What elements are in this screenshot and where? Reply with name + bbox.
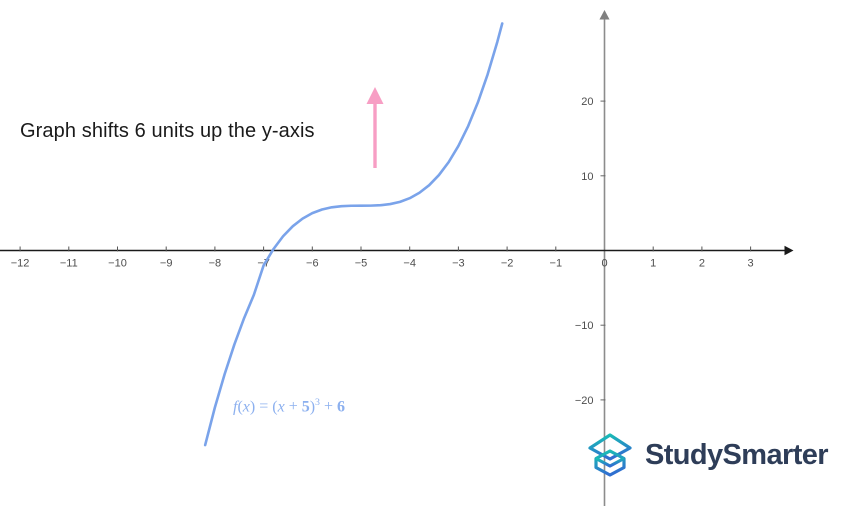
formula-plus-inner: + [288, 398, 298, 416]
formula-paren-close: ) [249, 398, 256, 416]
x-tick-label: −3 [452, 258, 465, 270]
y-tick-label: −10 [575, 320, 594, 332]
x-tick-label: −4 [403, 258, 416, 270]
formula-outer-constant: 6 [337, 398, 346, 416]
function-curve [203, 22, 504, 447]
formula-body-open: ( [272, 398, 278, 416]
x-tick-label: −1 [550, 258, 563, 270]
x-axis-ticks: −12 −11 −10 −9 −8 −7 −6 −5 −4 −3 −2 −1 0 1 2 3 [11, 246, 754, 270]
formula-equals: = [259, 398, 269, 416]
formula-inner-constant: 5 [301, 398, 310, 416]
formula-body-close: ) [309, 398, 316, 416]
y-tick-label: 10 [581, 171, 593, 183]
shift-annotation-label: Graph shifts 6 units up the y-axis [20, 120, 315, 142]
x-tick-label: −10 [108, 258, 127, 270]
studysmarter-box-icon [588, 433, 632, 477]
x-tick-label: −2 [501, 258, 514, 270]
up-arrow-icon [366, 87, 384, 168]
x-tick-label: 1 [650, 258, 656, 270]
x-tick-label: −6 [306, 258, 319, 270]
formula-variable: x [242, 398, 250, 416]
studysmarter-logo: StudySmarter [586, 432, 829, 478]
y-tick-label: −20 [575, 395, 594, 407]
x-tick-label: −9 [160, 258, 173, 270]
formula-exponent: 3 [315, 397, 320, 408]
x-tick-label: −8 [209, 258, 222, 270]
x-tick-label: −11 [60, 258, 78, 270]
x-tick-label: 2 [699, 258, 705, 270]
y-tick-label: 20 [581, 96, 593, 108]
formula-paren-open: ( [237, 398, 243, 416]
x-tick-label: −5 [355, 258, 368, 270]
x-tick-label: 0 [601, 258, 607, 270]
x-tick-label: 3 [748, 258, 754, 270]
formula-fn: f [233, 398, 238, 416]
formula-plus-outer: + [324, 398, 334, 416]
formula-body-variable: x [277, 398, 285, 416]
function-formula-label: f(x) = (x +5)3 +6 [233, 397, 345, 416]
brand-name-label: StudySmarter [645, 438, 829, 471]
y-axis-ticks: 20 10 −10 −20 [575, 96, 606, 407]
x-tick-label: −12 [11, 258, 30, 270]
